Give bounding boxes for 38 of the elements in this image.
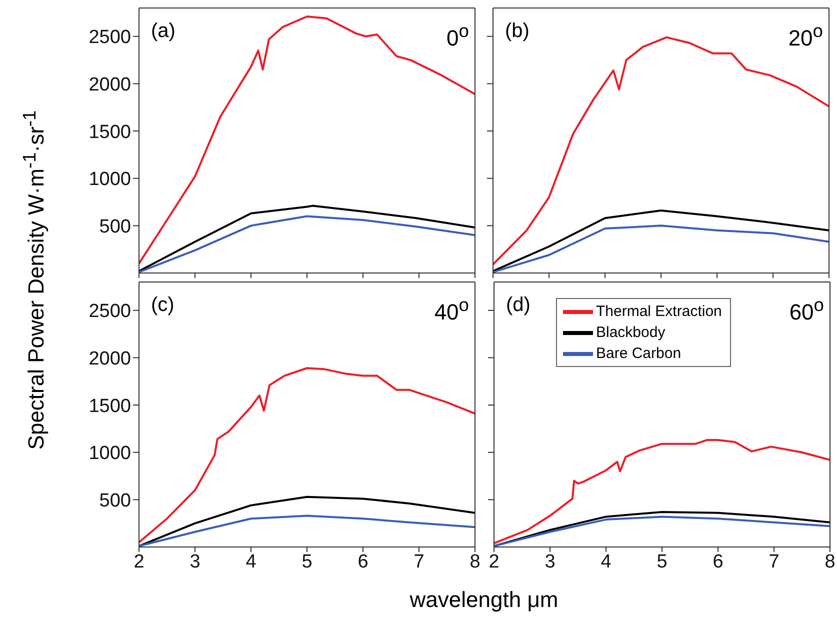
x-tick-label: 2 — [488, 551, 500, 572]
x-tick-label: 5 — [302, 551, 312, 572]
x-tick-label: 7 — [414, 551, 424, 572]
x-tick-label: 3 — [190, 551, 200, 572]
x-tick-label: 8 — [470, 551, 480, 572]
y-tick-label: 1500 — [88, 396, 131, 417]
legend-label: Blackbody — [596, 323, 666, 343]
legend-label: Bare Carbon — [596, 344, 682, 364]
annotation: (a) — [151, 20, 176, 43]
annotation: 60$^{o}$ — [789, 294, 824, 326]
annotation: 20$^{o}$ — [788, 20, 823, 52]
annotation: 0$^{o}$ — [446, 20, 469, 52]
x-tick-label: 6 — [358, 551, 368, 572]
annotation: (c) — [151, 294, 174, 317]
x-tick-label: 6 — [712, 551, 724, 572]
x-tick-label: 4 — [246, 551, 257, 572]
x-tick-label: 3 — [544, 551, 556, 572]
y-tick-label: 500 — [99, 490, 131, 512]
annotation: (d) — [506, 294, 530, 317]
y-tick-label: 2500 — [88, 27, 131, 48]
y-tick-label: 1500 — [88, 122, 131, 143]
y-tick-label: 2000 — [88, 348, 131, 370]
y-tick-label: 1000 — [88, 443, 131, 464]
x-tick-label: 2 — [134, 551, 144, 572]
y-tick-label: 500 — [99, 216, 131, 238]
x-tick-label: 5 — [656, 551, 668, 572]
x-tick-label: 7 — [768, 551, 780, 572]
annotation: 40$^{o}$ — [434, 294, 469, 326]
y-tick-label: 2000 — [88, 74, 131, 96]
legend-label: Thermal Extraction — [596, 302, 722, 322]
x-tick-label: 4 — [600, 551, 612, 572]
x-tick-label: 8 — [824, 551, 836, 572]
y-tick-label: 2500 — [88, 301, 131, 322]
line-series — [139, 16, 475, 265]
line-series — [139, 367, 475, 544]
y-tick-label: 1000 — [88, 169, 131, 190]
x-axis-title: wavelength μm — [410, 587, 558, 613]
annotation: (b) — [505, 20, 530, 43]
